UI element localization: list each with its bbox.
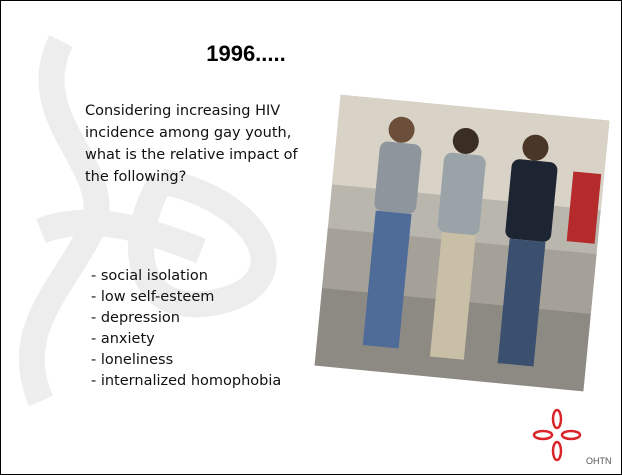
list-item: - internalized homophobia — [91, 371, 281, 392]
list-item: - depression — [91, 308, 281, 329]
logo-text: OHTN — [586, 456, 612, 466]
intro-text: Considering increasing HIV incidence amo… — [85, 100, 303, 188]
list-item: - loneliness — [91, 350, 281, 371]
list-item: - social isolation — [91, 266, 281, 287]
photo — [315, 95, 610, 392]
slide: 1996..... Considering increasing HIV inc… — [0, 0, 622, 475]
background-art — [1, 1, 621, 474]
item-list: - social isolation- low self-esteem- dep… — [91, 266, 281, 392]
slide-title: 1996..... — [161, 41, 331, 67]
logo-mark — [534, 410, 580, 460]
ribbon — [41, 223, 201, 251]
list-item: - anxiety — [91, 329, 281, 350]
list-item: - low self-esteem — [91, 287, 281, 308]
